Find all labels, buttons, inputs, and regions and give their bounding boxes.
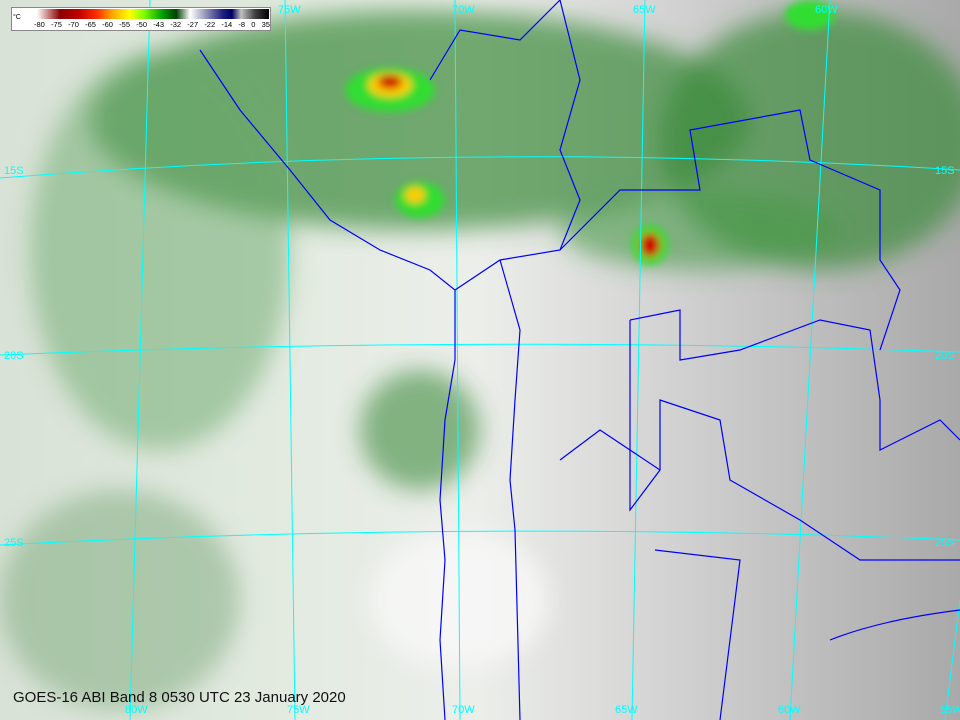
grid-label-bottom: 75W: [287, 704, 310, 716]
grid-label-left: 20S: [4, 350, 24, 362]
colorbar-ticks: -80 -75 -70 -65 -60 -55 -50 -43 -32 -27 …: [34, 20, 270, 29]
political-borders: [199, 0, 960, 720]
grid-label-right: 15S: [935, 165, 955, 177]
colorbar-unit: °C: [13, 14, 21, 21]
grid-label-bottom: 65W: [615, 704, 638, 716]
grid-label-top: 60W: [815, 4, 838, 16]
colorbar-tick: -43: [153, 20, 165, 29]
grid-label-top: 75W: [278, 4, 301, 16]
grid-label-right: 25S: [935, 537, 955, 549]
colorbar-tick: -55: [119, 20, 130, 29]
colorbar-gradient: [37, 9, 269, 19]
colorbar-tick: -60: [102, 20, 113, 29]
colorbar-tick: -8: [238, 20, 246, 29]
colorbar-tick: -80: [34, 20, 45, 29]
grid-label-right: 20S: [935, 350, 955, 362]
colorbar-tick: 0: [251, 20, 256, 29]
grid-label-bottom: 70W: [452, 704, 475, 716]
grid-label-left: 25S: [4, 537, 24, 549]
colorbar-tick: -65: [85, 20, 96, 29]
colorbar-tick: -75: [51, 20, 62, 29]
colorbar-tick: -50: [136, 20, 148, 29]
colorbar-tick: 35: [261, 20, 270, 29]
colorbar-tick: -32: [170, 20, 182, 29]
colorbar-tick: -70: [68, 20, 79, 29]
cloud-field: [0, 10, 960, 710]
colorbar-tick: -27: [187, 20, 199, 29]
grid-label-top: 70W: [452, 4, 475, 16]
grid-label-top: 65W: [633, 4, 656, 16]
image-caption: GOES-16 ABI Band 8 0530 UTC 23 January 2…: [13, 689, 346, 706]
grid-label-left: 15S: [4, 165, 24, 177]
temperature-colorbar: °C -80 -75 -70 -65 -60 -55 -50 -43 -32 -…: [11, 7, 271, 31]
grid-label-bottom: 55W: [940, 704, 960, 716]
colorbar-tick: -22: [204, 20, 216, 29]
grid-label-bottom: 80W: [125, 704, 148, 716]
grid-label-bottom: 60W: [778, 704, 801, 716]
colorbar-tick: -14: [221, 20, 233, 29]
